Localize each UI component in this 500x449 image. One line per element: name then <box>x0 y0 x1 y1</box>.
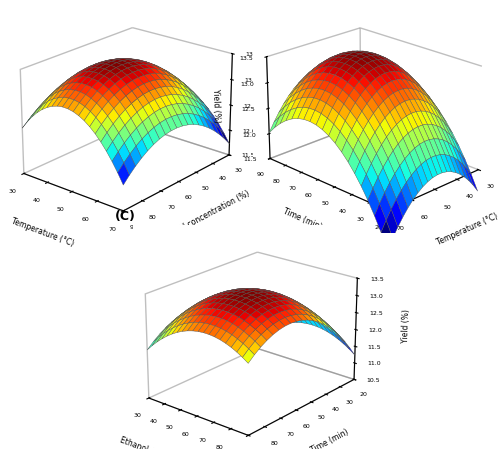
X-axis label: Temperature (°C): Temperature (°C) <box>10 217 75 249</box>
Y-axis label: Ethanol concentration (%): Ethanol concentration (%) <box>158 189 251 244</box>
Y-axis label: Time (min): Time (min) <box>282 207 323 232</box>
Text: (C): (C) <box>114 210 136 223</box>
X-axis label: Temperature (°C): Temperature (°C) <box>435 211 499 247</box>
Y-axis label: Time (min): Time (min) <box>310 427 350 449</box>
X-axis label: Ethanol concentration (%): Ethanol concentration (%) <box>119 436 216 449</box>
